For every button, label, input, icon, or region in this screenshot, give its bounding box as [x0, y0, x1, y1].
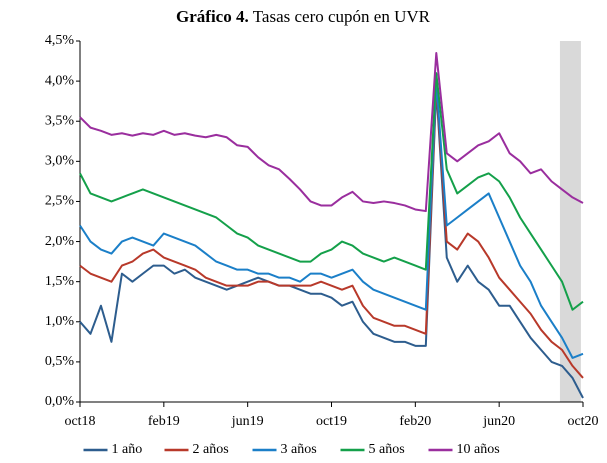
legend-label: 1 año — [112, 442, 143, 457]
line-series — [79, 72, 584, 311]
x-tick-label: feb19 — [148, 414, 180, 429]
highlight-band — [559, 41, 581, 402]
line-series — [79, 80, 584, 359]
x-tick-label: jun19 — [231, 414, 264, 429]
y-tick-label: 0,0% — [45, 394, 75, 409]
legend-label: 5 años — [369, 442, 405, 457]
y-tick-label: 1,5% — [45, 274, 75, 289]
line-series — [79, 84, 584, 379]
legend-label: 3 años — [281, 442, 317, 457]
x-tick-label: oct18 — [64, 414, 95, 429]
x-tick-label: feb20 — [399, 414, 431, 429]
chart-title: Gráfico 4. Tasas cero cupón en UVR — [176, 7, 431, 26]
y-tick-label: 1,0% — [45, 314, 75, 329]
title-text: Tasas cero cupón en UVR — [253, 7, 431, 26]
legend-label: 2 años — [193, 442, 229, 457]
legend-label: 10 años — [457, 442, 500, 457]
line-series — [79, 88, 584, 399]
title-number: Gráfico 4. — [176, 7, 249, 26]
y-tick-label: 4,0% — [45, 73, 75, 88]
y-tick-label: 2,5% — [45, 194, 75, 209]
y-tick-label: 3,0% — [45, 154, 75, 169]
y-tick-label: 3,5% — [45, 113, 75, 128]
x-tick-label: oct20 — [567, 414, 598, 429]
x-tick-label: jun20 — [482, 414, 515, 429]
y-tick-label: 4,5% — [45, 33, 75, 48]
x-tick-label: oct19 — [316, 414, 347, 429]
line-series — [79, 52, 584, 213]
y-tick-label: 0,5% — [45, 354, 75, 369]
y-tick-label: 2,0% — [45, 234, 75, 249]
